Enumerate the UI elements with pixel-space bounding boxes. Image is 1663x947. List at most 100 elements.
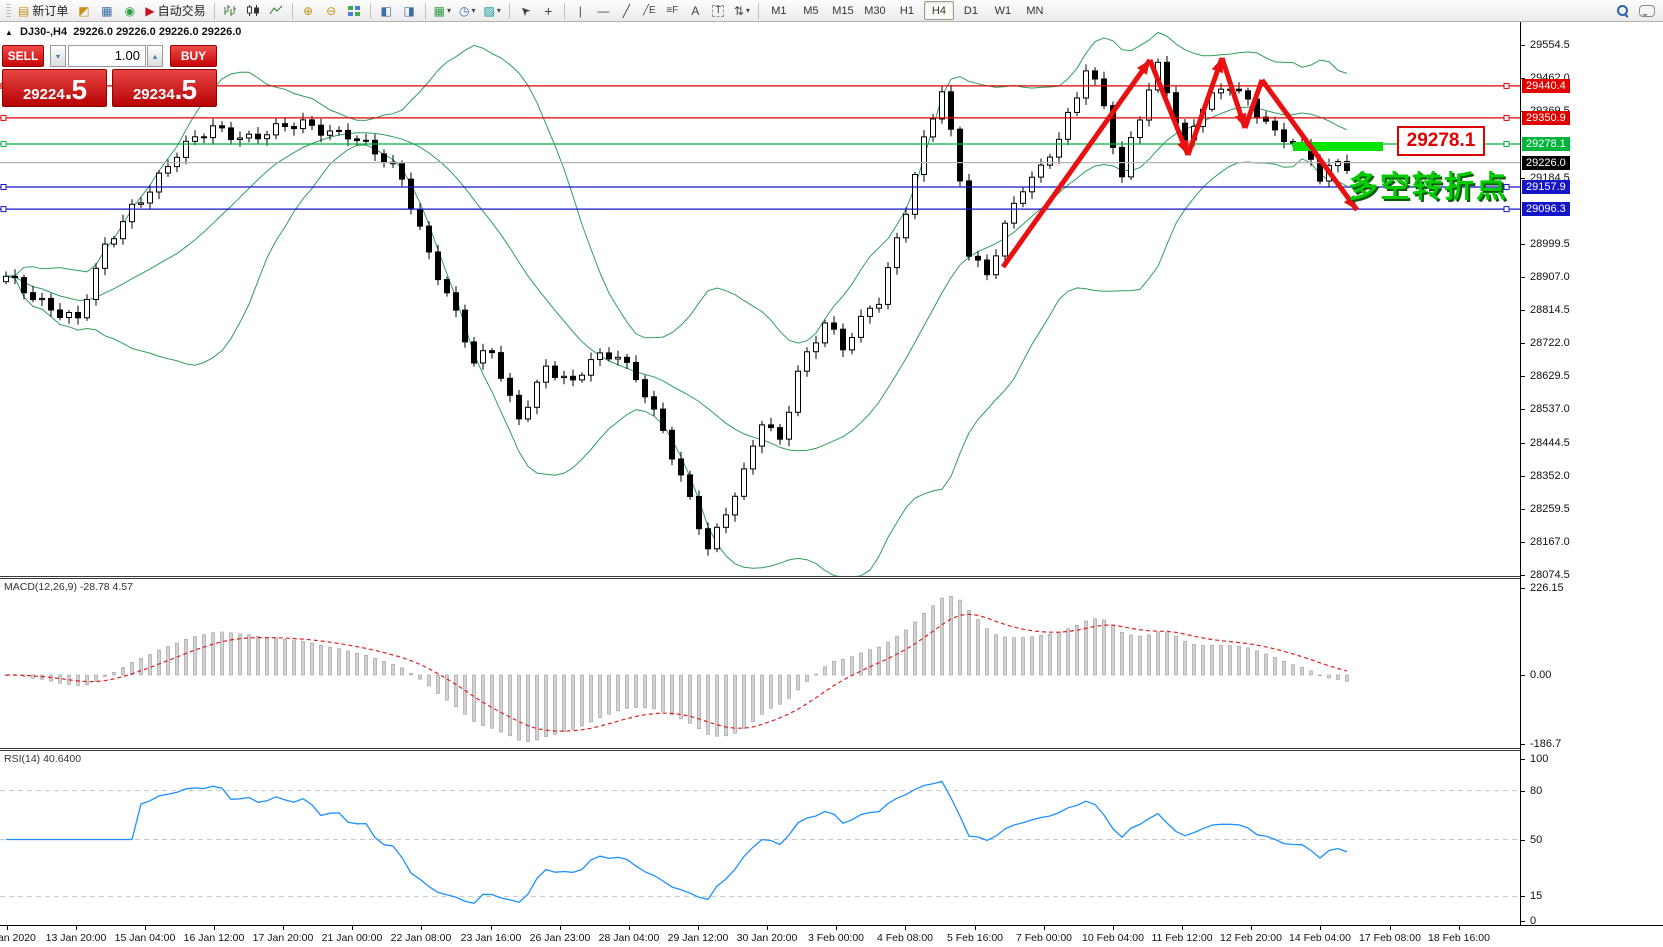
autotrading-label: 自动交易 bbox=[157, 4, 206, 18]
main-price-chart[interactable] bbox=[0, 22, 1520, 576]
pane-separator[interactable] bbox=[0, 748, 1520, 751]
signals-button[interactable]: ◉ bbox=[119, 1, 140, 20]
chat-icon[interactable] bbox=[1639, 4, 1655, 17]
zoom-in-button[interactable]: ⊕ bbox=[298, 1, 319, 20]
time-tick-label: 5 Feb 16:00 bbox=[946, 932, 1004, 944]
volume-input[interactable]: 1.00 bbox=[68, 45, 146, 67]
time-tick-label: 21 Jan 00:00 bbox=[321, 932, 383, 944]
candlestick-chart-button[interactable] bbox=[243, 1, 264, 20]
price-tick-label: 28074.5 bbox=[1521, 569, 1570, 581]
time-tick-label: 13 Jan 20:00 bbox=[45, 932, 107, 944]
horizontal-line-tool-button[interactable]: — bbox=[593, 1, 614, 20]
line-chart-icon bbox=[269, 5, 283, 15]
time-tick-mark bbox=[1182, 926, 1183, 930]
sell-button[interactable]: SELL bbox=[2, 45, 44, 67]
time-tick-mark bbox=[421, 926, 422, 930]
turning-point-annotation[interactable]: 多空转折点 bbox=[1348, 171, 1508, 204]
time-tick-mark bbox=[1320, 926, 1321, 930]
new-order-button[interactable]: ▤ 新订单 bbox=[15, 1, 71, 20]
cursor-tool-button[interactable]: ➤ bbox=[515, 1, 536, 20]
vertical-line-tool-button[interactable]: | bbox=[570, 1, 591, 20]
profiles-button[interactable]: ◷ ▾ bbox=[456, 1, 479, 20]
volume-increase-button[interactable]: ▴ bbox=[147, 45, 163, 67]
time-tick-label: 15 Jan 04:00 bbox=[114, 932, 176, 944]
trendline-tool-button[interactable]: ╱ bbox=[616, 1, 637, 20]
data-window-icon: ▦ bbox=[101, 3, 113, 18]
timeframe-m30-button[interactable]: M30 bbox=[864, 4, 886, 17]
price-axis[interactable]: 29554.529462.029369.529184.528999.528907… bbox=[1520, 22, 1663, 927]
timeframe-m15-button[interactable]: M15 bbox=[832, 4, 854, 17]
price-tick-label: 29554.5 bbox=[1521, 39, 1570, 51]
timeframe-d1-button[interactable]: D1 bbox=[963, 4, 978, 17]
new-chart-button[interactable]: ▦ ▾ bbox=[431, 1, 454, 20]
templates-button[interactable]: ▨ ▾ bbox=[480, 1, 503, 20]
tile-windows-button[interactable] bbox=[344, 1, 365, 20]
price-level-annotation[interactable]: 29278.1 bbox=[1397, 126, 1485, 156]
toolbar-separator bbox=[424, 2, 426, 19]
timeframe-w1-button[interactable]: W1 bbox=[994, 4, 1012, 17]
price-tick-label: 28814.5 bbox=[1521, 304, 1570, 316]
arrows-icon: ⇅ bbox=[733, 3, 744, 18]
pane-separator[interactable] bbox=[0, 576, 1520, 579]
new-chart-icon: ▦ bbox=[433, 3, 445, 18]
timeframe-group: M1 M5 M15 M30 H1 H4 D1 W1 MN bbox=[763, 1, 1051, 20]
time-tick-label: 22 Jan 08:00 bbox=[390, 932, 452, 944]
time-axis[interactable]: 10 Jan 2020 13 Jan 20:00 15 Jan 04:00 16 Ja… bbox=[0, 925, 1663, 947]
autotrading-button[interactable]: ▶ 自动交易 bbox=[142, 1, 208, 20]
time-tick-label: 11 Feb 12:00 bbox=[1151, 932, 1213, 944]
buy-button[interactable]: BUY bbox=[170, 45, 217, 67]
time-tick-label: 7 Feb 00:00 bbox=[1015, 932, 1073, 944]
signals-icon: ◉ bbox=[124, 3, 136, 18]
arrange-charts-button[interactable]: ◧ bbox=[376, 1, 397, 20]
indicator-tick-label: -186.7 bbox=[1521, 738, 1561, 750]
rsi-label: RSI(14) 40.6400 bbox=[4, 753, 82, 765]
sell-price-big: .5 bbox=[64, 74, 87, 105]
line-chart-button[interactable] bbox=[266, 1, 287, 20]
time-tick-mark bbox=[836, 926, 837, 930]
chevron-down-icon: ▾ bbox=[446, 6, 451, 15]
price-tick-label: 28722.0 bbox=[1521, 337, 1570, 349]
zoom-out-button[interactable]: ⊖ bbox=[321, 1, 342, 20]
data-window-button[interactable]: ▦ bbox=[96, 1, 117, 20]
timeframe-m1-button[interactable]: M1 bbox=[771, 4, 787, 17]
channel-tool-button[interactable]: ╱E bbox=[639, 1, 660, 20]
price-level-badge: 29350.9 bbox=[1522, 111, 1570, 125]
collapse-icon[interactable]: ▲ bbox=[5, 28, 13, 37]
volume-decrease-button[interactable]: ▾ bbox=[50, 45, 66, 67]
toolbar-grip[interactable] bbox=[6, 3, 11, 18]
time-tick-mark bbox=[1390, 926, 1391, 930]
timeframe-mn-button[interactable]: MN bbox=[1026, 4, 1044, 17]
time-tick-mark bbox=[767, 926, 768, 930]
timeframe-m5-button[interactable]: M5 bbox=[803, 4, 819, 17]
search-icon[interactable] bbox=[1616, 4, 1629, 17]
text-tool-button[interactable]: A bbox=[685, 1, 706, 20]
fibonacci-tool-button[interactable]: ≡F bbox=[662, 1, 683, 20]
market-watch-button[interactable]: ◩ bbox=[73, 1, 94, 20]
horizontal-line-icon: — bbox=[597, 3, 610, 18]
macd-indicator-pane[interactable] bbox=[0, 579, 1520, 748]
bar-chart-icon bbox=[224, 5, 237, 16]
time-tick-label: 30 Jan 20:00 bbox=[736, 932, 798, 944]
trendline-icon: ╱ bbox=[622, 3, 630, 18]
one-click-trading-panel: SELL ▾ 1.00 ▴ BUY 29224.5 29234.5 bbox=[2, 45, 217, 107]
label-tool-button[interactable]: T bbox=[708, 1, 729, 20]
arrows-tool-button[interactable]: ⇅ ▾ bbox=[731, 1, 753, 20]
arrange-tick-button[interactable]: ◨ bbox=[399, 1, 420, 20]
indicator-tick-label: 50 bbox=[1521, 834, 1542, 846]
timeframe-h1-button[interactable]: H1 bbox=[899, 4, 914, 17]
crosshair-tool-button[interactable]: + bbox=[538, 1, 559, 20]
timeframe-h4-button[interactable]: H4 bbox=[923, 1, 954, 20]
buy-price-panel[interactable]: 29234.5 bbox=[112, 69, 217, 107]
rsi-indicator-pane[interactable] bbox=[0, 751, 1520, 925]
one-click-row: SELL ▾ 1.00 ▴ BUY bbox=[2, 45, 217, 67]
market-watch-icon: ◩ bbox=[78, 3, 90, 18]
bar-chart-button[interactable] bbox=[220, 1, 241, 20]
buy-price-small: 29234 bbox=[132, 86, 175, 103]
time-tick-mark bbox=[283, 926, 284, 930]
sell-price-panel[interactable]: 29224.5 bbox=[2, 69, 107, 107]
macd-label: MACD(12,26,9) -28.78 4.57 bbox=[4, 581, 133, 593]
chevron-down-icon: ▾ bbox=[496, 6, 501, 15]
time-tick-mark bbox=[975, 926, 976, 930]
time-tick-mark bbox=[352, 926, 353, 930]
price-level-badge: 29226.0 bbox=[1522, 156, 1570, 170]
